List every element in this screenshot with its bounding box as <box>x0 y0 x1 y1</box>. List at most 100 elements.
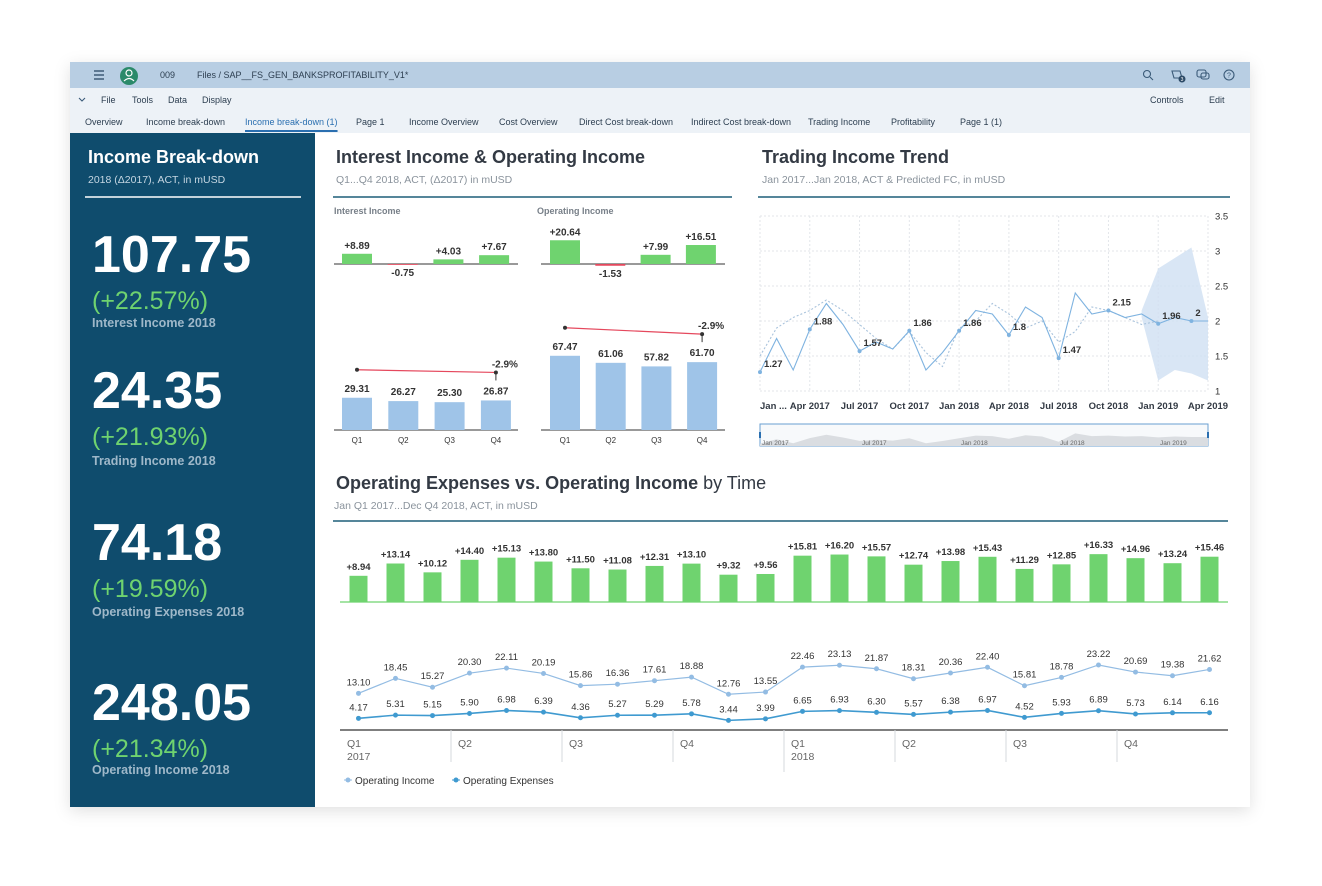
annotation: -2.9% <box>492 359 518 370</box>
difference-bar <box>571 568 590 602</box>
data-label: +9.32 <box>716 561 740 572</box>
section-subtitle: Jan Q1 2017...Dec Q4 2018, ACT, in mUSD <box>334 500 538 512</box>
x-tick-label: Q2 <box>458 738 472 750</box>
kpi-label: Operating Income 2018 <box>92 763 230 777</box>
variance-bar <box>433 259 464 264</box>
tab[interactable]: Trading Income <box>808 117 870 127</box>
variance-bar <box>550 240 580 264</box>
point <box>1096 662 1101 668</box>
forecast-band <box>1141 247 1208 381</box>
menu-action[interactable]: Edit <box>1209 95 1225 105</box>
point <box>857 349 862 354</box>
x-tick-label: Q2 <box>605 436 616 445</box>
data-label: +16.20 <box>825 541 854 552</box>
point <box>1022 683 1027 689</box>
data-label: +12.74 <box>899 551 929 562</box>
data-label: 6.93 <box>830 695 849 706</box>
help-icon[interactable] <box>1223 69 1235 81</box>
tab[interactable]: Income Overview <box>409 117 479 127</box>
section-title: Trading Income Trend <box>762 147 949 167</box>
tab[interactable]: Overview <box>85 117 123 127</box>
range-handle[interactable] <box>759 432 761 438</box>
x-tick-label: Apr 2018 <box>989 401 1029 412</box>
bar <box>550 355 580 430</box>
data-label: 1.86 <box>963 318 982 329</box>
difference-bar <box>719 574 738 602</box>
tab[interactable]: Profitability <box>891 117 936 127</box>
kpi-change: (+22.57%) <box>92 287 208 315</box>
difference-bar <box>756 573 775 602</box>
trend-dot <box>563 325 567 330</box>
data-label: +11.29 <box>1010 555 1039 566</box>
data-label: +15.46 <box>1195 543 1224 554</box>
point <box>578 683 583 689</box>
section-subtitle: Q1...Q4 2018, ACT, (Δ2017) in mUSD <box>336 174 513 186</box>
kpi-panel <box>70 133 315 807</box>
variance-bar <box>640 254 671 264</box>
point <box>874 709 879 715</box>
kpi-label: Trading Income 2018 <box>92 454 216 468</box>
point <box>874 666 879 672</box>
collapse-icon[interactable] <box>78 97 86 102</box>
tab[interactable]: Income break-down (1) <box>245 117 338 127</box>
data-label: +12.85 <box>1047 550 1077 561</box>
menu-item[interactable]: Tools <box>132 95 154 105</box>
point <box>1133 669 1138 675</box>
menu-icon[interactable] <box>94 70 104 80</box>
y-tick-label: 1.5 <box>1215 352 1228 363</box>
tab[interactable]: Page 1 (1) <box>960 117 1002 127</box>
point <box>985 707 990 713</box>
data-label: +14.96 <box>1121 544 1150 555</box>
x-tick-label: Apr 2017 <box>790 401 830 412</box>
data-label: 20.69 <box>1124 656 1148 667</box>
data-label: 26.27 <box>391 387 416 398</box>
tab[interactable]: Indirect Cost break-down <box>691 117 791 127</box>
data-label: 21.87 <box>865 653 889 664</box>
difference-bar <box>867 556 886 602</box>
data-label: 4.36 <box>571 702 590 713</box>
point <box>837 662 842 668</box>
panel-title: Income Break-down <box>88 147 259 167</box>
kpi-value: 24.35 <box>92 362 222 420</box>
difference-bar <box>793 555 812 602</box>
data-label: 5.73 <box>1126 698 1145 709</box>
data-label: 3.99 <box>756 703 775 714</box>
breadcrumb[interactable]: Files / SAP__FS_GEN_BANKSPROFITABILITY_V… <box>197 70 409 80</box>
search-icon[interactable] <box>1142 69 1152 79</box>
menu-item[interactable]: Data <box>168 95 187 105</box>
data-label: +13.98 <box>936 547 965 558</box>
kpi-value: 248.05 <box>92 674 251 732</box>
menu-action[interactable]: Controls <box>1150 95 1184 105</box>
toolbar <box>70 88 1250 133</box>
data-label: 22.40 <box>976 651 1000 662</box>
point <box>726 717 731 723</box>
difference-bar <box>682 563 701 602</box>
point <box>356 690 361 696</box>
menu-item[interactable]: File <box>101 95 116 105</box>
point <box>800 664 805 670</box>
avatar-glyph <box>123 77 135 82</box>
avatar-glyph <box>125 69 133 77</box>
legend-label: Operating Expenses <box>463 776 554 787</box>
data-label: 61.06 <box>598 349 623 360</box>
data-label: 1.86 <box>913 318 932 329</box>
difference-bar <box>608 569 627 602</box>
variance-bar <box>479 255 510 264</box>
data-label: +13.10 <box>677 550 706 561</box>
point <box>615 681 620 687</box>
tab[interactable]: Page 1 <box>356 117 385 127</box>
data-label: 6.30 <box>867 696 886 707</box>
tab[interactable]: Income break-down <box>146 117 225 127</box>
point <box>807 327 812 332</box>
chat-icon <box>1200 72 1210 80</box>
data-label: 5.78 <box>682 698 701 709</box>
difference-bar <box>497 557 516 602</box>
tab[interactable]: Direct Cost break-down <box>579 117 673 127</box>
range-handle[interactable] <box>1207 432 1209 438</box>
x-tick-label: Q3 <box>444 436 455 445</box>
tab[interactable]: Cost Overview <box>499 117 558 127</box>
data-label: 5.90 <box>460 697 479 708</box>
x-tick-label: Jul 2017 <box>841 401 879 412</box>
menu-item[interactable]: Display <box>202 95 232 105</box>
x-tick-label: Jan ... <box>760 401 787 412</box>
